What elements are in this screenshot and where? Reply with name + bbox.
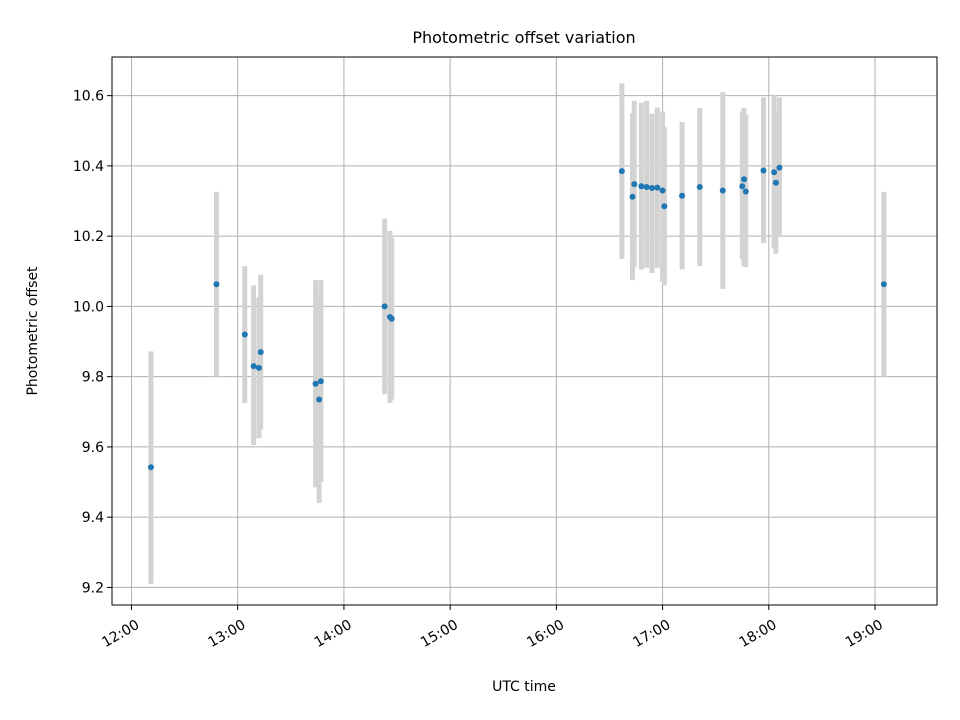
x-tick-label: 13:00 bbox=[206, 617, 249, 651]
data-point bbox=[147, 464, 154, 471]
x-tick-label: 15:00 bbox=[418, 617, 461, 651]
data-point bbox=[388, 315, 395, 322]
data-point bbox=[213, 281, 220, 288]
data-point bbox=[317, 378, 324, 385]
data-point bbox=[648, 185, 655, 192]
data-point bbox=[255, 364, 262, 371]
data-point bbox=[631, 181, 638, 188]
data-point bbox=[312, 380, 319, 387]
x-tick-label: 19:00 bbox=[843, 617, 886, 651]
data-point bbox=[696, 183, 703, 190]
y-tick-label: 10.6 bbox=[73, 89, 104, 105]
x-tick-label: 18:00 bbox=[737, 617, 780, 651]
data-point bbox=[661, 203, 668, 210]
data-point bbox=[880, 281, 887, 288]
data-point bbox=[316, 396, 323, 403]
data-point bbox=[381, 303, 388, 310]
data-point bbox=[654, 184, 661, 191]
error-bars bbox=[148, 83, 887, 584]
data-point bbox=[250, 363, 257, 370]
data-point bbox=[719, 187, 726, 194]
data-point bbox=[638, 183, 645, 190]
y-tick-label: 9.6 bbox=[82, 440, 104, 456]
data-point bbox=[772, 179, 779, 186]
y-tick-label: 10.0 bbox=[73, 299, 104, 315]
data-point bbox=[741, 176, 748, 183]
data-point bbox=[629, 193, 636, 200]
data-points bbox=[147, 164, 887, 471]
data-point bbox=[241, 331, 248, 338]
data-point bbox=[776, 164, 783, 171]
x-axis-label: UTC time bbox=[492, 679, 556, 695]
data-point bbox=[771, 169, 778, 176]
y-axis-label: Photometric offset bbox=[25, 266, 41, 396]
y-tick-label: 9.8 bbox=[82, 370, 104, 386]
data-point bbox=[618, 168, 625, 175]
chart-title: Photometric offset variation bbox=[412, 28, 635, 47]
x-tick-label: 16:00 bbox=[524, 617, 567, 651]
data-point bbox=[643, 183, 650, 190]
x-axis-ticks: 12:00 13:00 14:00 15:00 16:00 17:00 18:00 19:00 bbox=[99, 605, 886, 651]
data-point bbox=[739, 183, 746, 190]
y-tick-label: 10.2 bbox=[73, 229, 104, 245]
y-tick-label: 9.4 bbox=[82, 510, 104, 526]
data-point bbox=[742, 188, 749, 195]
y-axis-ticks: 9.2 9.4 9.6 9.8 10.0 10.2 10.4 10.6 bbox=[73, 89, 112, 596]
grid-lines bbox=[112, 57, 937, 605]
y-tick-label: 9.2 bbox=[82, 580, 104, 596]
data-point bbox=[257, 349, 264, 356]
data-point bbox=[760, 167, 767, 174]
y-tick-label: 10.4 bbox=[73, 159, 104, 175]
data-point bbox=[679, 192, 686, 199]
x-tick-label: 14:00 bbox=[312, 617, 355, 651]
data-point bbox=[659, 187, 666, 194]
plot-frame bbox=[111, 56, 938, 606]
x-tick-label: 17:00 bbox=[630, 617, 673, 651]
x-tick-label: 12:00 bbox=[99, 617, 142, 651]
